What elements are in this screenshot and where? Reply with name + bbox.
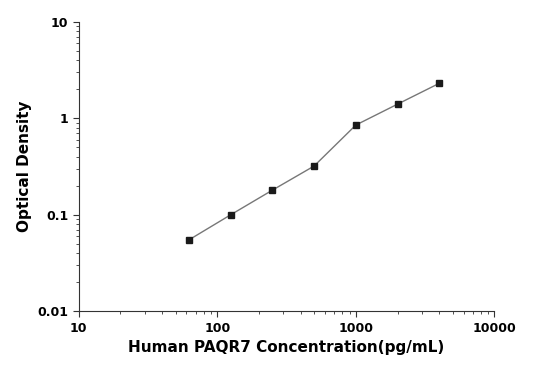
X-axis label: Human PAQR7 Concentration(pg/mL): Human PAQR7 Concentration(pg/mL) (128, 340, 445, 355)
Y-axis label: Optical Density: Optical Density (17, 101, 31, 232)
